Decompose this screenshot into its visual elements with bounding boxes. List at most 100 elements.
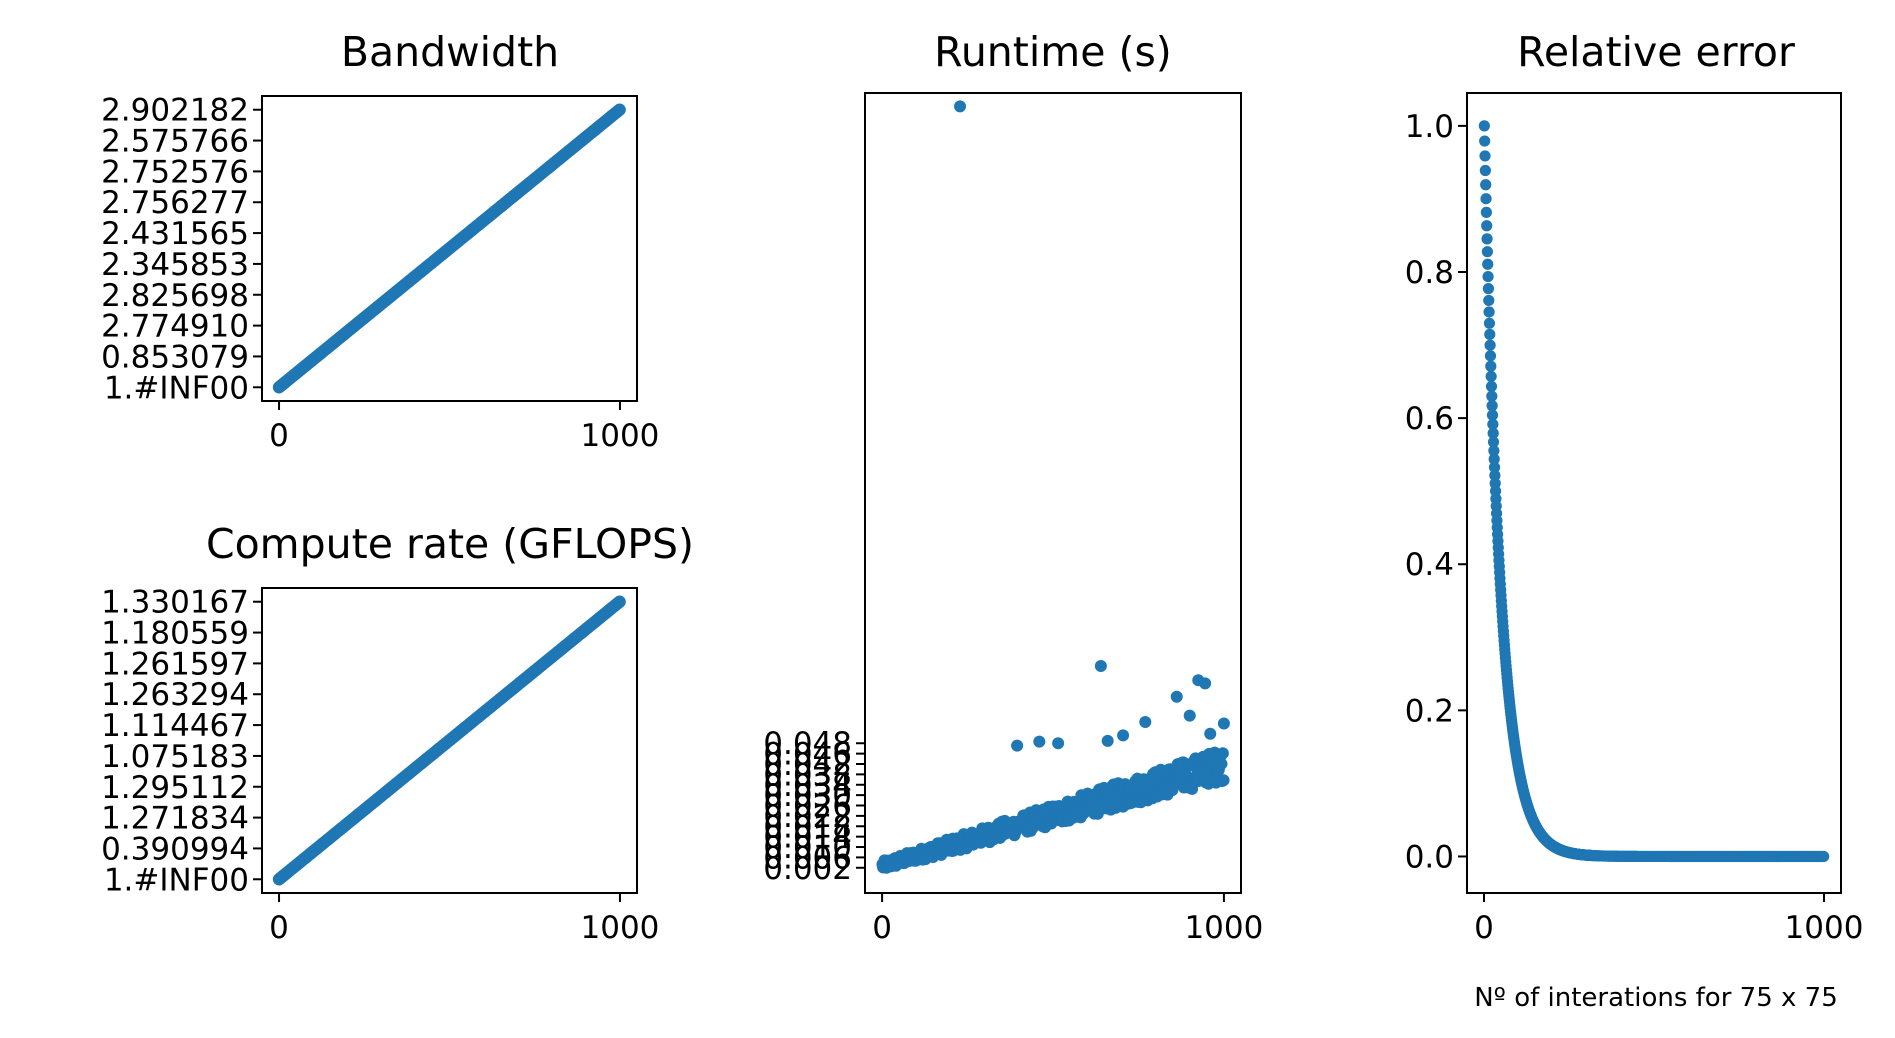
runtime-y-tick-label: 0.046 xyxy=(763,737,852,773)
runtime-axes-frame xyxy=(864,92,1242,894)
compute-rate-y-tick-label: 1.330167 xyxy=(101,585,249,621)
runtime-y-tick-label: 0.038 xyxy=(763,757,852,793)
compute-rate-y-tick-label: 1.263294 xyxy=(101,677,249,713)
compute-rate-y-tick-label: 1.295112 xyxy=(101,770,249,806)
bandwidth-y-tick-label: 2.752576 xyxy=(101,154,249,190)
bandwidth-chart: Bandwidth 1.#INF000.8530792.7749102.8256… xyxy=(101,28,659,454)
relative-error-point xyxy=(1479,164,1491,177)
runtime-y-tick-label: 0.006 xyxy=(763,840,852,876)
bandwidth-y-tick-label: 2.774910 xyxy=(101,309,249,345)
relative-error-points xyxy=(1478,120,1830,863)
relative-error-point xyxy=(1818,850,1830,863)
relative-error-point xyxy=(1488,453,1500,465)
runtime-outlier-point xyxy=(1183,709,1196,722)
compute-rate-axes-frame xyxy=(261,587,638,894)
runtime-outlier-point xyxy=(1052,737,1065,750)
relative-error-point xyxy=(1482,270,1494,283)
runtime-outlier-point xyxy=(1139,715,1152,728)
runtime-y-ticks: 0.0020.0060.0100.0140.0180.0220.0260.030… xyxy=(763,726,865,887)
runtime-outlier-point xyxy=(1117,729,1130,742)
bandwidth-y-tick-label: 2.902182 xyxy=(101,93,249,129)
compute-rate-points xyxy=(272,595,626,886)
runtime-y-tick-label: 0.030 xyxy=(763,778,852,814)
compute-rate-y-tick-label: 1.075183 xyxy=(101,739,249,775)
compute-rate-x-tick-label: 1000 xyxy=(581,910,660,946)
relative-error-y-tick-label: 0.4 xyxy=(1405,547,1454,583)
relative-error-point xyxy=(1487,427,1499,439)
bandwidth-y-tick-label: 2.756277 xyxy=(101,185,249,221)
relative-error-point xyxy=(1483,294,1495,307)
compute-rate-point xyxy=(613,595,626,608)
relative-error-point xyxy=(1480,179,1492,191)
bandwidth-x-tick-label: 1000 xyxy=(581,418,660,454)
relative-error-xlabel: Nº of interations for 75 x 75 xyxy=(1474,983,1838,1013)
runtime-y-tick-label: 0.014 xyxy=(763,820,852,856)
relative-error-point xyxy=(1486,390,1498,402)
relative-error-point xyxy=(1488,461,1501,473)
runtime-points xyxy=(876,100,1230,874)
runtime-x-ticks: 0 1000 xyxy=(872,893,1263,946)
runtime-y-tick-label: 0.034 xyxy=(763,768,852,804)
compute-rate-y-tick-label: 1.261597 xyxy=(101,646,249,682)
compute-rate-y-tick-label: 1.271834 xyxy=(101,801,249,837)
runtime-outlier-point xyxy=(954,100,967,113)
relative-error-x-tick-label: 1000 xyxy=(1785,910,1864,946)
compute-rate-y-ticks: 1.#INF000.3909941.2718341.2951121.075183… xyxy=(101,585,262,898)
runtime-outlier-point xyxy=(1199,677,1212,690)
bandwidth-y-tick-label: 1.#INF00 xyxy=(104,370,249,406)
relative-error-x-tick-label: 0 xyxy=(1474,910,1494,946)
relative-error-point xyxy=(1488,445,1500,457)
compute-rate-x-ticks: 0 1000 xyxy=(269,893,659,946)
relative-error-point xyxy=(1478,120,1490,132)
relative-error-point xyxy=(1481,220,1493,232)
relative-error-point xyxy=(1482,258,1494,270)
relative-error-point xyxy=(1485,370,1497,383)
relative-error-point xyxy=(1479,150,1491,162)
compute-rate-y-tick-label: 1.114467 xyxy=(101,708,249,744)
runtime-outlier-point xyxy=(1011,739,1024,752)
runtime-y-tick-label: 0.002 xyxy=(763,851,852,887)
runtime-outlier-point xyxy=(1217,717,1230,730)
compute-rate-y-tick-label: 0.390994 xyxy=(101,831,249,867)
relative-error-y-tick-label: 0.6 xyxy=(1405,401,1454,437)
relative-error-point xyxy=(1489,469,1501,482)
bandwidth-y-ticks: 1.#INF000.8530792.7749102.8256982.345853… xyxy=(101,93,262,406)
relative-error-point xyxy=(1483,317,1496,329)
bandwidth-y-tick-label: 2.825698 xyxy=(101,278,249,314)
relative-error-point xyxy=(1481,233,1493,245)
relative-error-point xyxy=(1481,246,1493,258)
runtime-y-tick-label: 0.048 xyxy=(763,726,852,762)
bandwidth-title: Bandwidth xyxy=(341,28,559,76)
relative-error-y-tick-label: 0.8 xyxy=(1405,255,1454,291)
bandwidth-y-tick-label: 2.575766 xyxy=(101,124,249,160)
relative-error-y-ticks: 0.0 0.2 0.4 0.6 0.8 1.0 xyxy=(1405,109,1467,875)
runtime-chart: Runtime (s) 0.0020.0060.0100.0140.0180.0… xyxy=(763,28,1263,946)
bandwidth-x-tick-label: 0 xyxy=(269,418,289,454)
runtime-point xyxy=(1215,757,1228,770)
relative-error-y-tick-label: 0.2 xyxy=(1405,693,1454,729)
compute-rate-chart: Compute rate (GFLOPS) 1.#INF000.3909941.… xyxy=(101,520,694,946)
runtime-point xyxy=(1216,747,1229,760)
relative-error-point xyxy=(1480,193,1492,205)
relative-error-y-tick-label: 1.0 xyxy=(1405,109,1454,145)
compute-rate-title: Compute rate (GFLOPS) xyxy=(206,520,694,568)
runtime-x-tick-label: 1000 xyxy=(1184,910,1263,946)
relative-error-point xyxy=(1484,328,1496,340)
runtime-y-tick-label: 0.018 xyxy=(763,809,852,845)
relative-error-point xyxy=(1480,206,1492,218)
runtime-outlier-point xyxy=(1033,735,1046,748)
relative-error-y-tick-label: 0.0 xyxy=(1405,839,1454,875)
runtime-y-tick-label: 0.010 xyxy=(763,830,852,866)
compute-rate-y-tick-label: 1.#INF00 xyxy=(104,862,249,898)
runtime-y-tick-label: 0.022 xyxy=(763,799,852,835)
runtime-outlier-point xyxy=(1094,660,1107,673)
runtime-y-tick-label: 0.042 xyxy=(763,747,852,783)
relative-error-point xyxy=(1487,418,1499,430)
relative-error-chart: Relative error 0.00.20.40.60.81.0 0 1000 … xyxy=(1405,28,1864,1013)
relative-error-point xyxy=(1479,135,1491,147)
runtime-outlier-point xyxy=(1204,727,1217,740)
relative-error-point xyxy=(1484,339,1496,351)
relative-error-point xyxy=(1486,409,1499,421)
relative-error-point xyxy=(1484,350,1497,362)
